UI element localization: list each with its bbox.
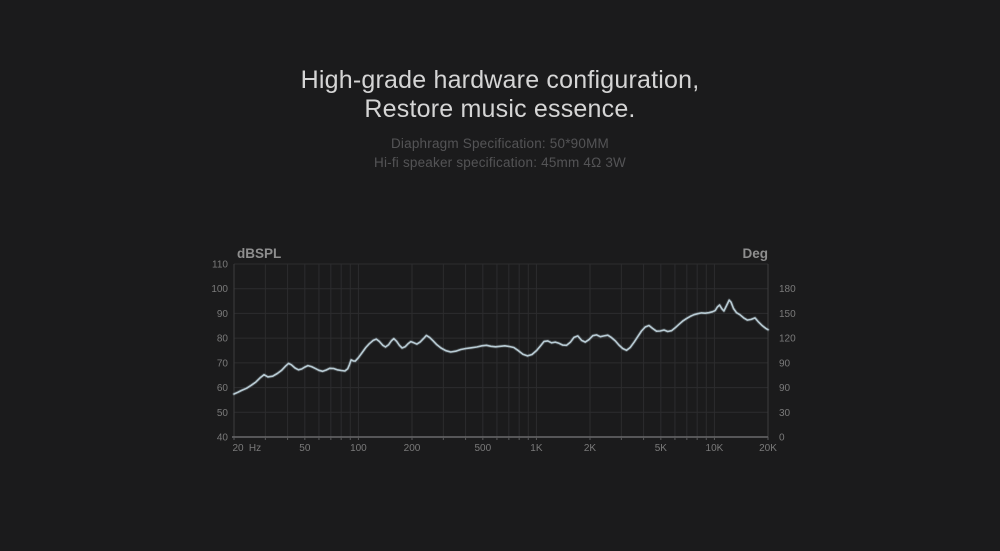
x-axis-tick-label: 20 — [232, 443, 244, 454]
right-axis-tick-label: 150 — [779, 309, 796, 320]
left-axis-tick-label: 80 — [217, 334, 229, 345]
x-axis-tick-label: 5K — [655, 443, 668, 454]
x-axis-tick-label: 20K — [759, 443, 777, 454]
left-axis-tick-label: 50 — [217, 408, 229, 419]
x-axis-tick-label: 500 — [474, 443, 491, 454]
left-axis-tick-label: 70 — [217, 358, 229, 369]
response-curve-glow — [232, 298, 770, 396]
x-axis-tick-label: 1K — [530, 443, 543, 454]
x-axis-tick-label: 100 — [350, 443, 367, 454]
right-axis-tick-label: 90 — [779, 358, 791, 369]
left-axis-tick-label: 90 — [217, 309, 229, 320]
right-axis-title: Deg — [742, 246, 768, 261]
x-axis-tick-label: 200 — [404, 443, 421, 454]
left-axis-tick-label: 40 — [217, 433, 229, 444]
spec-subtitle-line1: Diaphragm Specification: 50*90MM — [390, 136, 609, 151]
x-axis-tick-label: 2K — [584, 443, 597, 454]
page-title-line2: Restore music essence. — [364, 95, 636, 123]
left-axis-tick-label: 60 — [217, 383, 229, 394]
right-axis-tick-label: 90 — [779, 383, 791, 394]
right-axis-tick-label: 180 — [779, 284, 796, 295]
x-axis-unit-label: Hz — [249, 443, 261, 454]
hero-text-block: High-grade hardware configuration, Resto… — [0, 66, 1000, 172]
left-axis-title: dBSPL — [237, 246, 281, 261]
x-axis-tick-label: 10K — [706, 443, 724, 454]
right-axis-tick-label: 0 — [779, 433, 785, 444]
right-axis-tick-label: 30 — [779, 408, 791, 419]
left-axis-tick-label: 100 — [211, 284, 228, 295]
spec-subtitle-line2: Hi-fi speaker specification: 45mm 4Ω 3W — [374, 155, 626, 170]
response-curve — [233, 299, 769, 395]
x-axis-tick-label: 50 — [299, 443, 311, 454]
right-axis-tick-label: 120 — [779, 334, 796, 345]
left-axis-tick-label: 110 — [212, 260, 228, 271]
page-title-line1: High-grade hardware configuration, — [300, 66, 700, 94]
